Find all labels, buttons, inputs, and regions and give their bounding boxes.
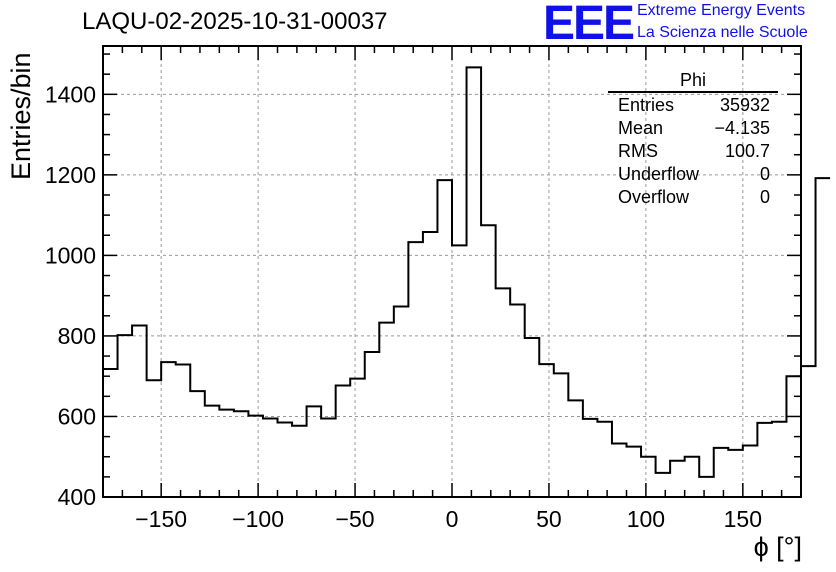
y-tick-label: 1000 bbox=[45, 242, 96, 268]
eee-logo: EEE bbox=[543, 0, 635, 50]
y-tick-label: 600 bbox=[58, 403, 96, 429]
y-tick-label: 1200 bbox=[45, 162, 96, 188]
stats-row: Overflow 0 bbox=[608, 186, 778, 209]
stats-box: Phi Entries 35932 Mean −4.135 RMS 100.7 Und… bbox=[608, 69, 778, 209]
histogram-step-line bbox=[102, 66, 831, 497]
y-tick-label: 800 bbox=[58, 323, 96, 349]
stats-value: −4.135 bbox=[714, 118, 770, 138]
stats-row: Underflow 0 bbox=[608, 163, 778, 186]
axis-tick-labels: −150 −100 −50 0 50 100 150 400 600 800 1000 1200 140… bbox=[45, 81, 762, 532]
stats-label: Entries bbox=[618, 95, 675, 115]
x-tick-label: 100 bbox=[627, 506, 665, 532]
axis-ticks bbox=[102, 46, 802, 498]
stats-row: Mean −4.135 bbox=[608, 117, 778, 140]
stats-label: Overflow bbox=[618, 187, 690, 207]
plot-title: LAQU-02-2025-10-31-00037 bbox=[82, 8, 388, 35]
x-tick-label: 0 bbox=[446, 506, 459, 532]
y-tick-label: 400 bbox=[58, 484, 96, 510]
stats-row: Entries 35932 bbox=[608, 94, 778, 117]
x-axis-label: ϕ [°] bbox=[753, 532, 802, 562]
stats-label: RMS bbox=[618, 141, 658, 161]
x-tick-label: 150 bbox=[724, 506, 762, 532]
x-tick-label: −150 bbox=[135, 506, 187, 532]
x-tick-label: 50 bbox=[536, 506, 562, 532]
stats-value: 35932 bbox=[719, 95, 770, 115]
stats-label: Underflow bbox=[618, 164, 700, 184]
y-axis-label: Entries/bin bbox=[6, 52, 36, 180]
stats-value: 100.7 bbox=[724, 141, 770, 161]
stats-value: 0 bbox=[759, 187, 770, 207]
x-tick-label: −100 bbox=[232, 506, 284, 532]
y-tick-label: 1400 bbox=[45, 81, 96, 107]
x-tick-label: −50 bbox=[336, 506, 375, 532]
logo-line-1: Extreme Energy Events bbox=[637, 2, 806, 19]
stats-row: RMS 100.7 bbox=[608, 140, 778, 163]
stats-label: Mean bbox=[618, 118, 664, 138]
logo-line-2: La Scienza nelle Scuole bbox=[637, 24, 808, 41]
stats-value: 0 bbox=[759, 164, 770, 184]
stats-title: Phi bbox=[608, 69, 778, 93]
